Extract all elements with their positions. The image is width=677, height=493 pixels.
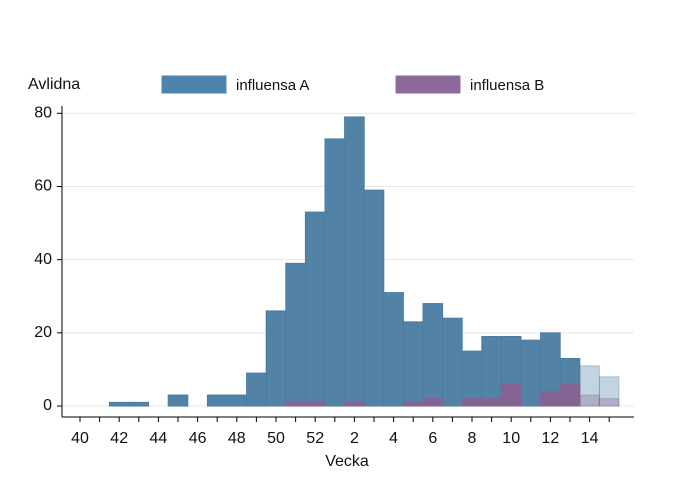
- bar: [128, 401, 150, 407]
- bar: [324, 138, 346, 407]
- x-tick-label: 12: [542, 430, 560, 447]
- bar: [442, 317, 463, 407]
- x-tick-label: 8: [468, 430, 477, 447]
- bar: [108, 401, 130, 407]
- x-tick-label: 46: [189, 430, 207, 447]
- bar: [344, 116, 365, 407]
- bar: [285, 401, 306, 407]
- bar: [461, 350, 483, 407]
- x-tick-label: 40: [71, 430, 89, 447]
- x-tick-label: 6: [428, 430, 437, 447]
- bar: [285, 262, 306, 407]
- bar: [540, 390, 561, 407]
- y-tick-label: 40: [34, 251, 52, 268]
- bar: [344, 401, 365, 407]
- y-tick-label: 80: [34, 105, 52, 122]
- bar: [402, 401, 424, 407]
- x-tick-label: 52: [306, 430, 324, 447]
- x-tick-label: 44: [150, 430, 168, 447]
- y-tick-label: 0: [43, 397, 52, 414]
- x-tick-label: 50: [267, 430, 285, 447]
- legend-label: influensa B: [470, 77, 544, 94]
- bar: [481, 336, 502, 407]
- bar: [579, 394, 600, 407]
- bar: [481, 398, 502, 407]
- x-tick-label: 4: [389, 430, 398, 447]
- y-axis-label: Avlidna: [28, 76, 80, 93]
- bar: [461, 398, 483, 407]
- bar: [422, 303, 444, 407]
- x-axis-label: Vecka: [325, 453, 369, 470]
- bar: [304, 401, 326, 407]
- bar: [383, 292, 404, 407]
- legend-swatch: [395, 75, 461, 94]
- bar: [265, 310, 287, 407]
- bar: [304, 211, 326, 407]
- x-tick-label: 10: [502, 430, 520, 447]
- x-tick-label: 48: [228, 430, 246, 447]
- x-tick-label: 42: [110, 430, 128, 447]
- legend-label: influensa A: [236, 77, 309, 94]
- y-tick-label: 20: [34, 324, 52, 341]
- bar: [167, 394, 189, 407]
- bar: [500, 383, 522, 407]
- bar: [520, 339, 542, 407]
- bar: [246, 372, 267, 407]
- x-tick-label: 14: [581, 430, 599, 447]
- legend-swatch: [161, 75, 227, 94]
- bar: [402, 321, 424, 407]
- bar: [226, 394, 248, 407]
- bar: [363, 189, 385, 407]
- y-tick-label: 60: [34, 178, 52, 195]
- x-tick-label: 2: [350, 430, 359, 447]
- bar: [559, 383, 581, 407]
- bar: [422, 398, 444, 407]
- bar: [598, 398, 620, 407]
- bar: [206, 394, 228, 407]
